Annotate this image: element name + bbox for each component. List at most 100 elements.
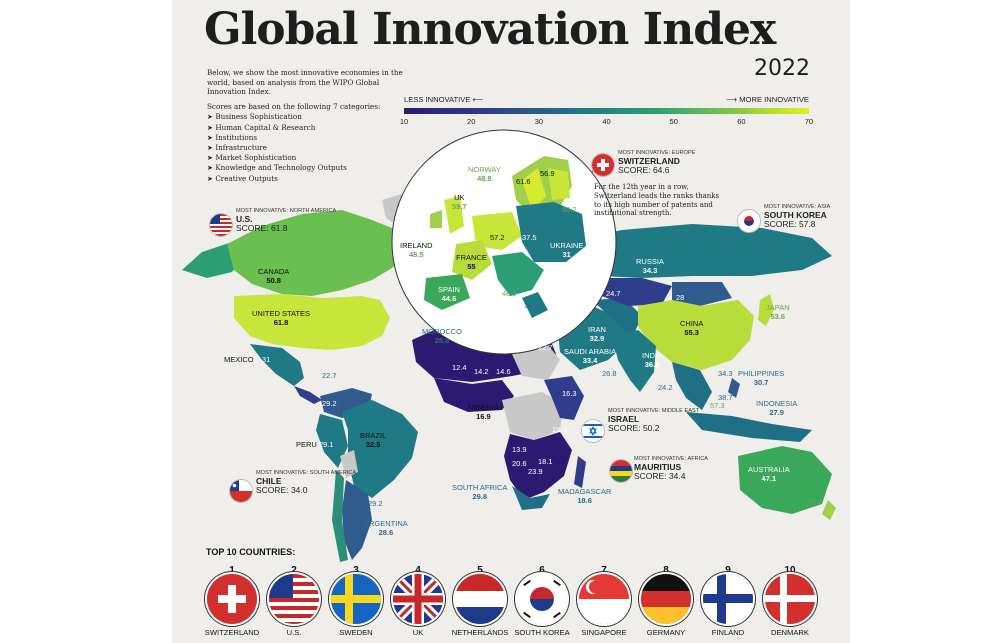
china-region — [638, 300, 754, 370]
callout-asia: MOST INNOVATIVE: ASIA SOUTH KOREA SCORE:… — [764, 204, 831, 229]
top10-name: U.S. — [286, 628, 302, 637]
callout-africa: MOST INNOVATIVE: AFRICA MAURITIUS SCORE:… — [634, 456, 708, 481]
score-label: 29.2 — [322, 399, 337, 408]
southern-africa-region — [504, 432, 572, 500]
europe-score-label: 61.6 — [516, 177, 531, 186]
bolivia-region — [340, 450, 358, 478]
category-item: ➤ Business Sophistication — [207, 112, 302, 122]
canada-region — [227, 210, 410, 296]
west-europe-region — [472, 212, 522, 250]
peru-region — [316, 414, 348, 468]
intro-paragraph-1: Below, we show the most innovative econo… — [207, 68, 403, 97]
score-label: 20.6 — [512, 459, 527, 468]
greece-region — [522, 292, 548, 318]
country-label: CHINA 55.3 — [680, 319, 704, 337]
top10-rank: 1 — [229, 565, 235, 576]
country-label: INDIA 36.6 — [642, 351, 663, 369]
score-label: 26.8 — [602, 369, 617, 378]
country-label: AUSTRALIA 47.1 — [748, 465, 790, 483]
score-label: 19.4 — [552, 425, 567, 434]
country-label: CANADA 50.8 — [258, 267, 290, 285]
country-label: RUSSIA 34.3 — [636, 257, 664, 275]
east-africa-region — [544, 376, 584, 420]
south-korea-flag-icon — [517, 574, 567, 624]
netherlands-flag-icon — [455, 574, 505, 624]
score-label: 16.3 — [562, 389, 577, 398]
score-label: 24.2 — [658, 383, 673, 392]
australia-region — [738, 446, 832, 514]
intro-text: Below, we show the most innovative econo… — [207, 68, 403, 184]
legend-tick: 30 — [534, 117, 544, 126]
israel-flag-icon — [582, 420, 604, 442]
top10-rank: 2 — [291, 565, 297, 576]
sweden-region — [522, 168, 546, 212]
europe-country-label: NORWAY 48.8 — [468, 165, 501, 183]
top10-name: GERMANY — [646, 628, 686, 637]
score-label: 22.7 — [322, 371, 337, 380]
iran-region — [592, 298, 642, 338]
europe-country-label: IRELAND 48.5 — [400, 241, 433, 259]
top10-rank: 6 — [539, 565, 545, 576]
uk-region — [444, 196, 464, 234]
mauritius-flag-icon — [610, 460, 632, 482]
category-item: ➤ Creative Outputs — [207, 173, 278, 183]
philippines-region — [728, 378, 740, 398]
score-label: 16.4 — [676, 375, 691, 384]
denmark-flag-icon — [765, 574, 815, 624]
europe-score-label: 37.5 — [522, 233, 537, 242]
intro-paragraph-2: Scores are based on the following 7 cate… — [207, 101, 381, 111]
country-label: SAUDI ARABIA 33.4 — [564, 347, 617, 365]
spain-region — [424, 274, 470, 310]
callout-europe: MOST INNOVATIVE: EUROPE SWITZERLAND SCOR… — [618, 150, 696, 175]
top10-rank: 9 — [725, 565, 731, 576]
finland-region — [548, 168, 570, 200]
europe-country-label: FRANCE 55 — [456, 253, 487, 271]
west-africa-region — [434, 378, 514, 412]
europe-score-label: 57.2 — [490, 233, 505, 242]
score-label: 23.9 — [528, 467, 543, 476]
legend-tick: 40 — [602, 117, 611, 126]
country-label: MOROCCO 28.8 — [422, 327, 462, 345]
callout-south-america: MOST INNOVATIVE: SOUTH AMERICA CHILE SCO… — [256, 470, 357, 495]
top10-rank: 5 — [477, 565, 483, 576]
legend-more-label: ⟶ MORE INNOVATIVE — [726, 95, 809, 104]
country-label: IRAN 32.9 — [588, 325, 606, 343]
europe-country-label: UKRAINE 31 — [550, 241, 584, 259]
south-korea-flag-icon — [738, 210, 760, 232]
score-label: 28 — [676, 293, 685, 302]
us-flag-icon — [210, 214, 232, 236]
top10-rank: 8 — [663, 565, 669, 576]
europe-score-label: 56.9 — [540, 169, 555, 178]
russia-region — [572, 224, 832, 278]
central-africa-region — [502, 392, 564, 440]
east-europe-region — [516, 202, 586, 262]
mexico-region — [250, 344, 304, 386]
sweden-flag-icon — [331, 574, 381, 624]
italy-balkans-region — [492, 252, 544, 296]
uk-flag-icon — [393, 574, 443, 624]
top10-name: SOUTH KOREA — [514, 628, 570, 637]
new-zealand-region — [822, 500, 836, 520]
europe-country-label: UK 59.7 — [452, 193, 467, 211]
score-label: 14.6 — [496, 367, 511, 376]
score-label: 38.1 — [552, 313, 567, 322]
score-label: 18.1 — [538, 457, 553, 466]
legend-tick: 10 — [399, 117, 409, 126]
world-map — [182, 129, 836, 562]
country-label: BRAZIL 32.5 — [360, 431, 387, 449]
madagascar-region — [574, 456, 586, 488]
alaska-region — [182, 242, 242, 278]
category-list: ➤ Business Sophistication ➤ Human Capita… — [207, 112, 403, 183]
ireland-region — [430, 210, 442, 228]
top10-rank: 3 — [353, 565, 359, 576]
top10-name: DENMARK — [771, 628, 809, 637]
indonesia-region — [686, 412, 812, 442]
legend-gradient-bar — [404, 108, 809, 114]
country-label: MEXICO — [224, 355, 254, 364]
southeast-asia-region — [672, 362, 712, 410]
category-item: ➤ Institutions — [207, 132, 258, 142]
europe-country-label: SPAIN 44.6 — [438, 285, 460, 303]
category-item: ➤ Market Sophistication — [207, 153, 297, 163]
country-label: PERU 29.1 — [296, 440, 334, 449]
